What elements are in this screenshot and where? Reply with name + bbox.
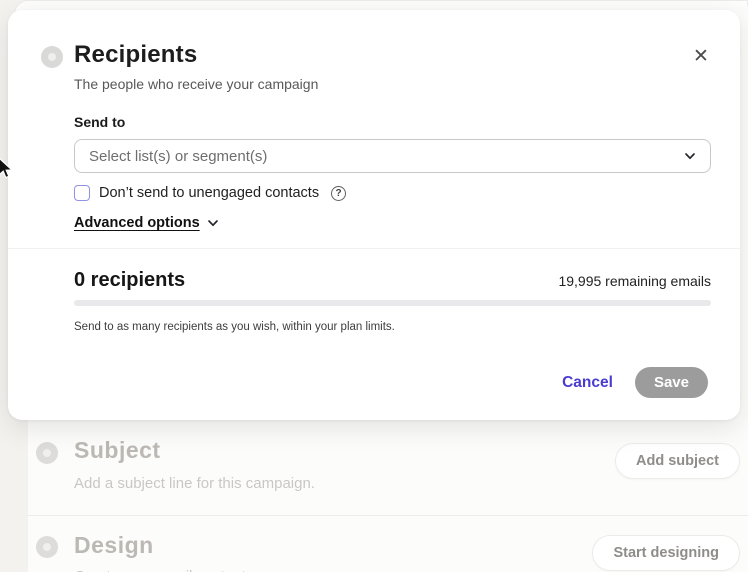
add-subject-button[interactable]: Add subject	[615, 443, 740, 479]
design-section-title: Design	[74, 532, 154, 558]
chevron-down-icon	[207, 220, 218, 227]
subject-section-subtitle: Add a subject line for this campaign.	[74, 475, 315, 492]
cancel-button[interactable]: Cancel	[562, 373, 613, 391]
recipients-count-row: 0 recipients 19,995 remaining emails	[74, 269, 711, 292]
help-icon[interactable]: ?	[331, 185, 347, 201]
recipient-list-select[interactable]: Select list(s) or segment(s)	[74, 139, 711, 173]
save-button[interactable]: Save	[634, 367, 708, 398]
subject-section-title: Subject	[74, 437, 161, 463]
recipients-progress-bar	[74, 300, 711, 306]
unengaged-checkbox-label: Don’t send to unengaged contacts	[99, 185, 320, 201]
divider	[8, 248, 740, 249]
plan-limits-note: Send to as many recipients as you wish, …	[74, 321, 395, 333]
unengaged-checkbox-row[interactable]: Don’t send to unengaged contacts ?	[74, 185, 347, 201]
send-to-label: Send to	[74, 114, 126, 130]
modal-subtitle: The people who receive your campaign	[74, 76, 319, 92]
step-icon	[36, 536, 58, 558]
recipients-modal: Recipients The people who receive your c…	[8, 10, 740, 420]
modal-footer: Cancel Save	[562, 367, 708, 398]
recipients-count: 0 recipients	[74, 269, 186, 291]
remaining-emails: 19,995 remaining emails	[558, 273, 711, 289]
chevron-down-icon	[685, 153, 695, 160]
start-designing-button[interactable]: Start designing	[592, 535, 740, 571]
design-section-subtitle: Create your email content.	[74, 568, 250, 572]
unengaged-checkbox[interactable]	[74, 185, 90, 201]
step-icon	[36, 442, 58, 464]
section-divider	[28, 515, 748, 516]
section-design: Design Create your email content. Start …	[28, 516, 748, 572]
modal-title: Recipients	[74, 41, 198, 68]
advanced-options-label: Advanced options	[74, 215, 200, 231]
close-icon[interactable]: ✕	[688, 44, 714, 70]
select-placeholder: Select list(s) or segment(s)	[89, 147, 268, 165]
advanced-options-toggle[interactable]: Advanced options	[74, 215, 219, 231]
step-icon	[41, 46, 63, 68]
section-subject: Subject Add a subject line for this camp…	[28, 428, 748, 515]
